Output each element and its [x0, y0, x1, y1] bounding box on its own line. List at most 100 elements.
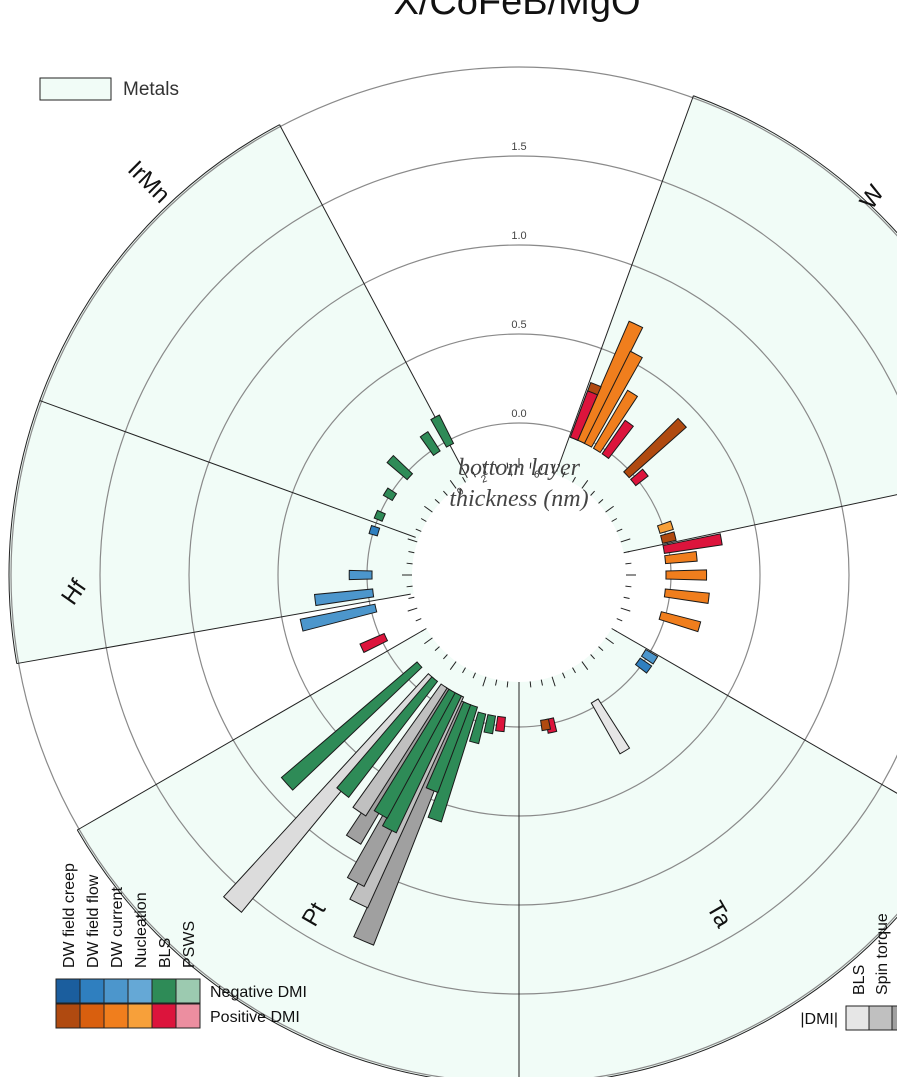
- method-legend-label: DW field creep: [61, 863, 78, 968]
- chart-title: X/CoFeB/MgO: [393, 0, 640, 23]
- thickness-tick: [424, 637, 433, 645]
- ring-label: 0.5: [511, 319, 526, 331]
- thickness-tick: [620, 607, 631, 612]
- abs-legend-method-label: BLS: [851, 965, 868, 995]
- method-legend-label: Nucleation: [133, 892, 150, 968]
- bar-irmn: [419, 431, 441, 457]
- abs-legend-swatch: [891, 1005, 897, 1031]
- method-legend: DW field creep DW field flow DW current Nuc…: [55, 863, 307, 1029]
- method-legend-swatch: [151, 1003, 177, 1029]
- thickness-tick: [443, 490, 448, 496]
- bar-ta: [634, 657, 653, 674]
- thickness-tick: [462, 476, 466, 483]
- bar-pt: [336, 676, 439, 799]
- bar-irmn: [373, 509, 386, 522]
- thickness-tick: [562, 471, 566, 478]
- method-legend-swatch: [103, 1003, 129, 1029]
- bar-w: [592, 389, 639, 454]
- method-legend-swatch: [79, 1003, 105, 1029]
- method-legend-label: BLS: [157, 938, 174, 968]
- bar-ta: [664, 550, 698, 565]
- sector-divider: [16, 593, 411, 665]
- sector-outer-arc: [39, 124, 280, 401]
- bar-pt: [468, 711, 487, 745]
- bar-ta: [540, 718, 552, 732]
- bar-w: [601, 419, 635, 460]
- thickness-tick: [495, 679, 498, 686]
- ring-label: 0.0: [511, 408, 526, 420]
- sector-region-w: [555, 95, 897, 553]
- bar-pt: [352, 683, 448, 817]
- thickness-tick: [625, 562, 632, 565]
- method-legend-swatch: [175, 1003, 201, 1029]
- bar-ta: [640, 648, 659, 665]
- thickness-tick: [472, 471, 476, 478]
- thickness-tick: [605, 505, 614, 513]
- bar-pt: [483, 713, 497, 735]
- thickness-tick: [408, 551, 415, 554]
- bar-irmn: [382, 487, 398, 502]
- bar-hf: [313, 588, 375, 607]
- thickness-tick: [462, 667, 466, 674]
- thickness-tick: [420, 628, 427, 632]
- thickness-tick: [616, 618, 623, 622]
- ring-label: 1.5: [511, 141, 526, 153]
- thickness-tick: [415, 618, 422, 622]
- thickness-tick: [415, 528, 422, 532]
- bar-ta: [663, 588, 710, 604]
- bar-pt: [381, 692, 463, 834]
- method-legend-swatch: [55, 978, 81, 1004]
- method-legend-swatch: [55, 1003, 81, 1029]
- region-legend: Metals: [39, 77, 179, 101]
- bar-w: [576, 320, 644, 445]
- region-legend-label: Metals: [123, 79, 179, 100]
- thickness-tick: [482, 463, 487, 474]
- thickness-tick: [540, 464, 543, 471]
- bar-ta: [656, 520, 674, 534]
- center-label: bottom layer thickness (nm): [449, 455, 588, 512]
- thickness-tick: [529, 681, 532, 688]
- thickness-tick-label: 4: [507, 468, 514, 479]
- bar-irmn: [368, 524, 381, 537]
- thickness-tick: [506, 462, 509, 469]
- thickness-tick: [434, 499, 440, 504]
- bar-hf: [359, 632, 389, 654]
- data-bars: [222, 320, 723, 946]
- method-legend-swatch: [151, 978, 177, 1004]
- bar-hf: [299, 603, 378, 632]
- thickness-tick: [506, 681, 509, 688]
- method-legend-row-label: Negative DMI: [210, 984, 307, 1001]
- thickness-tick: [623, 596, 630, 599]
- bar-ta: [658, 611, 702, 633]
- sector-outer-arc: [8, 400, 41, 664]
- thickness-tick: [551, 463, 556, 474]
- sector-divider: [614, 629, 897, 794]
- ring-label: 1.0: [511, 230, 526, 242]
- thickness-tick: [434, 646, 440, 651]
- abs-legend-method-label: Spin torque: [874, 913, 891, 995]
- thickness-tick: [449, 480, 457, 489]
- bar-w: [569, 390, 599, 441]
- sector-divider: [39, 400, 416, 538]
- thickness-tick: [407, 538, 418, 543]
- sector-outer-arc: [605, 916, 897, 1077]
- thickness-tick: [625, 585, 632, 588]
- thickness-tick: [581, 661, 589, 670]
- thickness-tick: [407, 607, 418, 612]
- thickness-axis: 0 2 4 6: [402, 458, 636, 692]
- thickness-tick: [406, 585, 413, 588]
- bar-pt: [427, 704, 479, 823]
- thickness-tick: [443, 654, 448, 660]
- sector-outer-arc: [693, 95, 897, 234]
- method-legend-swatch: [127, 1003, 153, 1029]
- method-legend-swatch: [103, 978, 129, 1004]
- bar-irmn: [386, 454, 414, 481]
- thickness-tick: [406, 562, 413, 565]
- sector-divider: [626, 494, 897, 553]
- thickness-tick: [598, 646, 604, 651]
- thickness-tick: [620, 538, 631, 543]
- bar-w: [583, 350, 643, 448]
- bar-irmn: [430, 414, 455, 448]
- ring-outer: [10, 66, 897, 1077]
